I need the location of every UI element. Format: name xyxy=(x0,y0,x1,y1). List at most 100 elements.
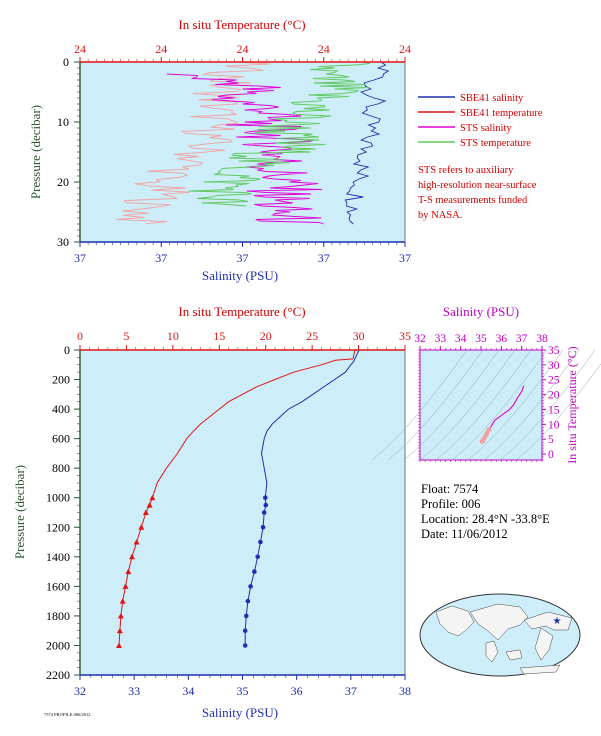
salinity-point xyxy=(263,495,268,501)
bottom-series-group xyxy=(116,349,360,648)
bottom-pressure-tick-label: 0 xyxy=(64,343,70,357)
salinity-point xyxy=(258,539,263,545)
ts-temperature-tick-label: 15 xyxy=(548,404,560,416)
salinity-point xyxy=(263,502,269,508)
ts-salinity-tick-label: 34 xyxy=(455,333,467,345)
ts-density-contours xyxy=(371,349,601,461)
top-salinity-tick-label: 37 xyxy=(155,251,167,265)
legend-label-sts-temperature: STS temperature xyxy=(460,138,531,149)
salinity-point xyxy=(255,554,260,560)
top-salinity-tick-label: 37 xyxy=(318,251,330,265)
top-temperature-tick-label: 24 xyxy=(399,42,411,56)
bottom-salinity-tick-label: 37 xyxy=(345,684,357,698)
bottom-temperature-tick-label: 35 xyxy=(399,329,411,343)
location: Location: 28.4°N -33.8°E xyxy=(421,512,550,526)
salinity-point xyxy=(244,613,249,619)
ts-density-contour xyxy=(403,349,500,461)
sts-note-line-3: T-S measurements funded xyxy=(418,195,528,206)
bottom-pressure-tick-label: 2000 xyxy=(46,638,70,652)
salinity-point xyxy=(248,584,253,589)
world-map-inset: ★ xyxy=(419,593,581,677)
top-series-sbe41-temperature xyxy=(116,61,270,225)
ts-density-contour xyxy=(451,349,548,461)
ts-chart: 32 33 34 35 36 37 38 0 5 10 15 20 25 30 35 Salinity (P… xyxy=(371,304,601,464)
bottom-pressure-tick-label: 400 xyxy=(52,402,70,416)
top-pressure-tick-label: 20 xyxy=(57,175,69,189)
temperature-point xyxy=(138,524,145,530)
top-pressure-tick-label: 30 xyxy=(57,235,69,249)
top-temperature-axis-label: In situ Temperature (°C) xyxy=(178,17,305,32)
ts-series-group xyxy=(479,385,525,444)
ts-salinity-tick-label: 36 xyxy=(496,333,508,345)
temperature-point xyxy=(149,494,156,501)
salinity-point xyxy=(261,510,267,515)
bottom-temperature-tick-label: 25 xyxy=(306,329,318,343)
sts-note-line-4: by NASA. xyxy=(418,210,462,221)
ts-density-contour xyxy=(371,349,468,461)
ts-temperature-tick-label: 0 xyxy=(548,449,554,461)
ts-salinity-tick-label: 38 xyxy=(536,333,548,345)
salinity-point xyxy=(252,569,257,574)
ts-density-contour xyxy=(387,349,484,461)
bottom-salinity-axis-label: Salinity (PSU) xyxy=(202,705,278,720)
top-series-sbe41-salinity xyxy=(344,61,390,225)
bottom-salinity-tick-label: 36 xyxy=(291,684,303,698)
top-chart: 24 24 24 24 24 37 37 37 37 37 0 10 20 30 In situ Temp… xyxy=(28,17,411,283)
temperature-point xyxy=(122,583,129,589)
top-temperature-tick-label: 24 xyxy=(237,42,249,56)
bottom-salinity-tick-label: 33 xyxy=(128,684,140,698)
ts-density-contour xyxy=(419,349,516,461)
salinity-point xyxy=(242,643,248,648)
date: Date: 11/06/2012 xyxy=(421,527,508,541)
ts-temperature-tick-label: 20 xyxy=(548,390,560,402)
ts-salinity-tick-label: 32 xyxy=(414,333,426,345)
top-pressure-axis-label: Pressure (decibar) xyxy=(28,105,43,199)
top-series-sts-salinity xyxy=(166,73,324,225)
bottom-ticks-group: 0 5 10 15 20 25 30 35 32 33 34 35 36 37 38 0 200 400 600 80… xyxy=(46,329,411,698)
float-info: Float: 7574 Profile: 006 Location: 28.4°… xyxy=(421,482,550,541)
salinity-point xyxy=(245,598,251,604)
bottom-pressure-tick-label: 1200 xyxy=(46,520,70,534)
float-id: Float: 7574 xyxy=(421,482,479,496)
bottom-salinity-tick-label: 35 xyxy=(237,684,249,698)
bottom-pressure-tick-label: 2200 xyxy=(46,668,70,682)
bottom-pressure-tick-label: 600 xyxy=(52,432,70,446)
float-location-marker-icon: ★ xyxy=(553,616,562,627)
top-pressure-tick-label: 10 xyxy=(57,115,69,129)
ts-temperature-axis-label: In situ Temperature (°C) xyxy=(565,346,579,463)
bottom-temperature-tick-label: 20 xyxy=(260,329,272,343)
bottom-chart: 0 5 10 15 20 25 30 35 32 33 34 35 36 37 38 0 200 400 600 80… xyxy=(12,304,411,720)
ts-density-contour xyxy=(435,349,532,461)
ts-density-contour xyxy=(515,363,601,461)
legend-label-sts-salinity: STS salinity xyxy=(460,123,512,134)
ts-density-contour xyxy=(499,349,596,461)
top-ticks-group: 24 24 24 24 24 37 37 37 37 37 0 10 20 30 xyxy=(57,42,411,265)
top-temperature-tick-label: 24 xyxy=(155,42,167,56)
temperature-point xyxy=(125,568,132,575)
legend: SBE41 salinity SBE41 temperature STS sal… xyxy=(418,93,543,221)
ts-temperature-tick-label: 30 xyxy=(548,360,560,372)
ts-salinity-tick-label: 33 xyxy=(435,333,447,345)
ts-temperature-tick-label: 25 xyxy=(548,375,560,387)
ts-temperature-tick-label: 10 xyxy=(548,419,560,431)
bottom-temperature-axis-label: In situ Temperature (°C) xyxy=(178,304,305,319)
temperature-profile-line xyxy=(118,349,356,646)
temperature-point xyxy=(119,598,126,604)
top-pressure-tick-label: 0 xyxy=(63,55,69,69)
ts-point xyxy=(484,430,490,436)
profile-number: Profile: 006 xyxy=(421,497,480,511)
footer-note: 7574 PROFILE 006/2012 xyxy=(44,712,91,717)
bottom-pressure-tick-label: 1400 xyxy=(46,550,70,564)
bottom-pressure-tick-label: 200 xyxy=(52,373,70,387)
bottom-temperature-tick-label: 10 xyxy=(167,329,179,343)
top-series-sts-temperature xyxy=(188,61,371,207)
bottom-pressure-tick-label: 1600 xyxy=(46,579,70,593)
bottom-temperature-tick-label: 30 xyxy=(353,329,365,343)
top-salinity-axis-label: Salinity (PSU) xyxy=(202,268,278,283)
bottom-salinity-tick-label: 34 xyxy=(182,684,194,698)
ts-salinity-axis-label: Salinity (PSU) xyxy=(443,304,519,319)
salinity-point xyxy=(260,525,266,530)
ts-point xyxy=(486,427,492,432)
bottom-salinity-tick-label: 32 xyxy=(74,684,86,698)
